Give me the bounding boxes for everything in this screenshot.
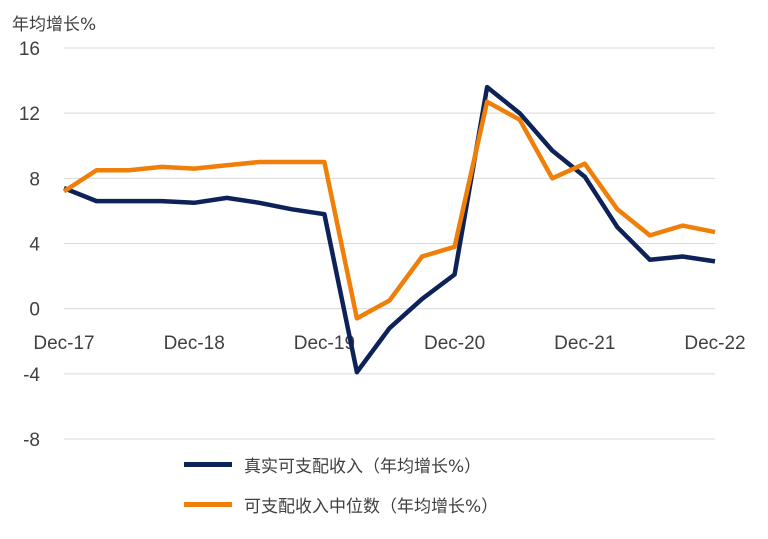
legend-item-median-income: 可支配收入中位数（年均增长%） [184,490,498,518]
series-line-1 [62,99,716,321]
y-axis-unit-label: 年均增长% [12,15,97,35]
y-tick-label: 4 [29,235,40,256]
legend-label-median-income: 可支配收入中位数（年均增长%） [244,496,499,517]
y-tick-label: 12 [19,104,40,125]
x-tick-label: Dec-19 [294,333,355,354]
y-tick-label: 8 [29,169,40,190]
y-tick-label: -4 [23,365,40,386]
x-tick-label: Dec-21 [554,333,615,354]
x-axis-ticks: Dec-17 Dec-18 Dec-19 Dec-20 Dec-21 Dec-22 [33,333,745,354]
y-tick-label: 0 [29,300,40,321]
x-tick-label: Dec-22 [684,333,745,354]
x-tick-label: Dec-18 [164,333,225,354]
series-lines [62,84,716,375]
y-tick-label: -8 [23,430,40,451]
legend-swatch-median-income [184,501,232,507]
legend-item-real-income: 真实可支配收入（年均增长%） [184,450,498,478]
legend-label-real-income: 真实可支配收入（年均增长%） [244,456,482,477]
legend-swatch-real-income [184,461,232,467]
y-axis-ticks: -8 -4 0 4 8 12 16 [19,39,41,451]
x-tick-label: Dec-17 [33,333,94,354]
y-tick-label: 16 [19,39,40,60]
legend: 真实可支配收入（年均增长%） 可支配收入中位数（年均增长%） [184,450,498,530]
series-line-0 [63,84,716,375]
x-tick-label: Dec-20 [424,333,485,354]
gridlines [64,47,715,440]
